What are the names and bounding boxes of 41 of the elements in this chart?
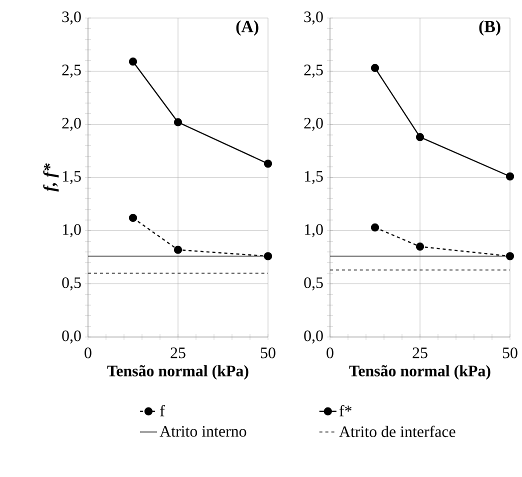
- point: [264, 160, 272, 168]
- y-tick-label: 1,0: [62, 224, 81, 238]
- x-tick-label: 25: [412, 348, 428, 358]
- x-axis-title: Tensão normal (kPa): [107, 365, 248, 380]
- y-tick-label: 2,5: [62, 64, 81, 78]
- point: [370, 64, 380, 72]
- point: [416, 242, 424, 251]
- y-tick-label: 2,0: [62, 118, 81, 131]
- chart-title: (B): [479, 20, 500, 36]
- y-tick-label: 2,5: [304, 64, 323, 78]
- chart-title: (A): [236, 20, 258, 36]
- point: [174, 246, 182, 254]
- y-tick-label: 1,5: [304, 171, 323, 184]
- point: [128, 214, 138, 222]
- y-tick-label: 0,5: [304, 277, 323, 290]
- y-tick-label: 3,0: [62, 11, 81, 25]
- point: [416, 133, 424, 142]
- y-tick-label: 1,0: [304, 224, 323, 238]
- y-axis-title: f, f*: [43, 163, 59, 192]
- legend-label: f: [160, 404, 165, 416]
- point: [506, 252, 514, 260]
- x-axis-title: Tensão normal (kPa): [349, 365, 490, 380]
- legend-label: f*: [339, 404, 352, 416]
- x-tick-label: 0: [326, 348, 334, 358]
- point: [264, 252, 272, 260]
- legend-label: Atrito interno: [160, 426, 246, 437]
- y-tick-label: 1,5: [62, 171, 81, 184]
- point: [174, 118, 182, 126]
- x-tick-label: 50: [502, 348, 518, 358]
- x-tick-label: 50: [260, 348, 276, 358]
- point: [370, 223, 380, 232]
- y-tick-label: 0,0: [304, 330, 323, 344]
- y-tick-label: 0,5: [62, 277, 81, 290]
- y-tick-label: 2,0: [304, 118, 323, 131]
- legend-label: Atrito de interface: [339, 426, 456, 438]
- point: [128, 58, 138, 66]
- point: [506, 172, 514, 181]
- y-tick-label: 3,0: [304, 11, 323, 25]
- x-tick-label: 0: [84, 348, 92, 358]
- y-tick-label: 0,0: [62, 330, 81, 344]
- x-tick-label: 25: [170, 348, 186, 358]
